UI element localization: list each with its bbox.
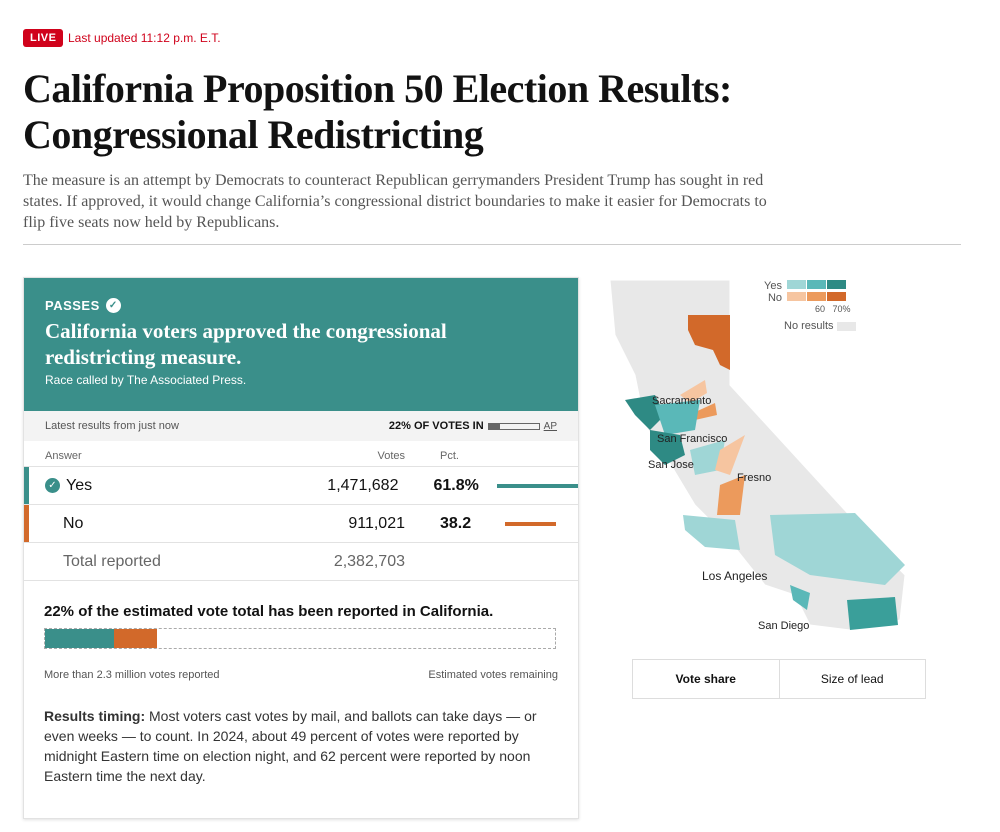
answer: No <box>63 514 84 532</box>
votes: 911,021 <box>348 514 405 532</box>
county-region <box>847 597 898 630</box>
table-row: ✓ Yes 1,471,682 61.8% <box>24 467 578 505</box>
last-updated: Last updated 11:12 p.m. E.T. <box>68 31 221 45</box>
estimate-title: 22% of the estimated vote total has been… <box>44 603 494 620</box>
legend-tick: 60 <box>815 304 826 314</box>
city-label: Los Angeles <box>702 569 767 583</box>
pct: 61.8% <box>433 476 479 494</box>
summary: The measure is an attempt by Democrats t… <box>23 172 767 231</box>
county-region <box>770 513 905 585</box>
city-label: Sacramento <box>652 395 711 407</box>
votes-in-meter <box>487 422 540 430</box>
page-title: California Proposition 50 Election Resul… <box>23 66 732 157</box>
called-by: Race called by The Associated Press. <box>45 373 247 387</box>
county-region <box>655 400 700 435</box>
county-region <box>693 403 717 420</box>
city-label: San Diego <box>758 620 809 632</box>
col-votes: Votes <box>377 450 405 462</box>
result-headline: California voters approved the congressi… <box>45 319 447 369</box>
city-label: Fresno <box>737 472 771 484</box>
legend-no: No <box>767 292 782 304</box>
table-header: Answer Votes Pct. <box>24 441 578 467</box>
estimate-bar <box>44 628 556 649</box>
results-card: PASSES ✓ California voters approved the c… <box>23 277 579 819</box>
city-label: San Jose <box>648 459 694 471</box>
votes: 1,471,682 <box>327 476 399 494</box>
share-bar <box>497 483 578 488</box>
county-region <box>625 395 665 430</box>
county-region <box>680 380 707 403</box>
total-votes: 2,382,703 <box>333 552 405 570</box>
legend-tick: 70% <box>832 304 851 314</box>
legend-no-results: No results <box>784 320 834 332</box>
map-legend: Yes No 60 70% No results <box>760 280 857 332</box>
estimate-right-label: Estimated votes remaining <box>428 669 558 681</box>
col-answer: Answer <box>45 450 82 462</box>
status-label: PASSES <box>45 298 100 313</box>
total-row: Total reported 2,382,703 <box>24 543 578 581</box>
results-timing: Results timing: Most voters cast votes b… <box>24 706 578 786</box>
result-header: PASSES ✓ California voters approved the c… <box>24 278 578 411</box>
total-label: Total reported <box>63 552 161 570</box>
estimate-left-label: More than 2.3 million votes reported <box>44 669 220 681</box>
timing-text: Most voters cast votes by mail, and ball… <box>44 708 537 784</box>
divider <box>23 244 961 245</box>
county-region <box>650 430 685 465</box>
county-region <box>790 585 810 610</box>
share-bar <box>505 521 556 526</box>
ap-link[interactable]: AP <box>543 421 557 432</box>
answer: Yes <box>66 476 93 494</box>
county-region <box>715 435 745 475</box>
table-row: No 911,021 38.2 <box>24 505 578 543</box>
timing-label: Results timing: <box>44 708 146 724</box>
winner-check-icon: ✓ <box>45 478 60 493</box>
estimate-no <box>114 629 158 648</box>
check-icon: ✓ <box>105 298 121 313</box>
map-toggle: Vote share Size of lead <box>632 659 926 699</box>
vote-share-tab[interactable]: Vote share <box>633 660 780 698</box>
estimate-yes <box>45 629 115 648</box>
estimate-section: 22% of the estimated vote total has been… <box>24 581 578 681</box>
col-pct: Pct. <box>440 450 459 462</box>
city-label: San Francisco <box>657 433 727 445</box>
votes-in: 22% OF VOTES IN <box>388 420 484 432</box>
county-region <box>717 475 745 515</box>
california-map[interactable]: Sacramento San Francisco San Jose Fresno… <box>595 275 915 645</box>
county-region <box>688 315 730 370</box>
latest-bar: Latest results from just now 22% OF VOTE… <box>24 411 578 441</box>
live-badge: LIVE <box>23 29 64 47</box>
pct: 38.2 <box>440 514 472 532</box>
county-region <box>683 515 740 550</box>
latest-text: Latest results from just now <box>45 420 179 432</box>
legend-yes: Yes <box>764 280 782 292</box>
size-of-lead-tab[interactable]: Size of lead <box>820 672 884 686</box>
